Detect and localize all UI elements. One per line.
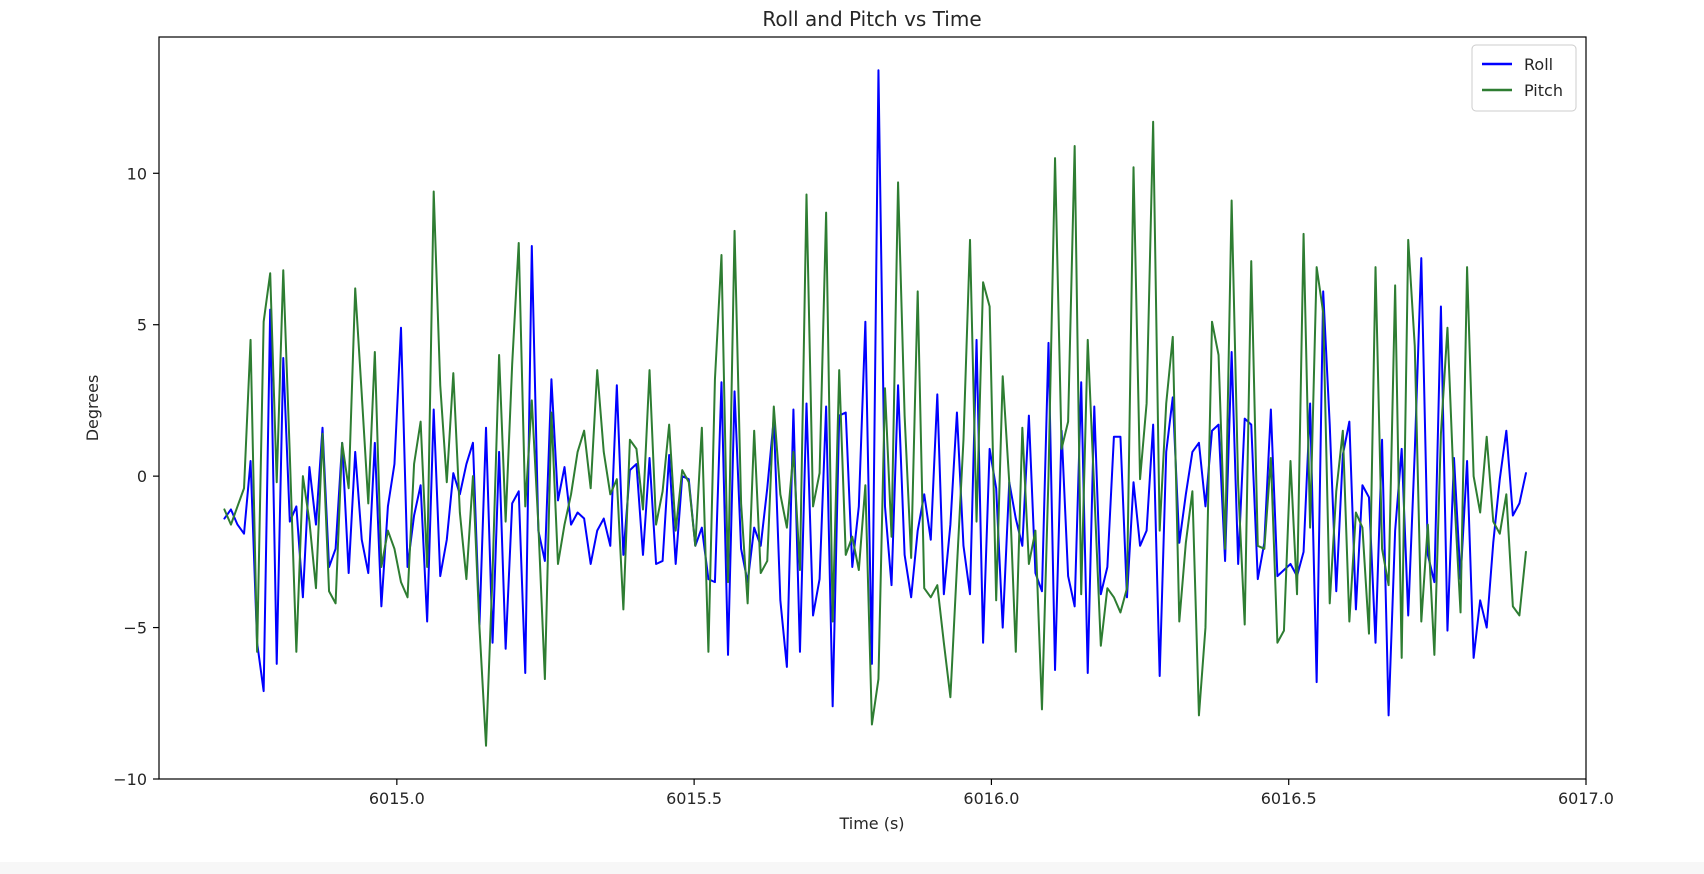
series-layer — [223, 69, 1527, 747]
plot-area-frame — [158, 36, 1587, 780]
y-tick-label: −5 — [123, 619, 147, 638]
y-tick-label: 5 — [137, 316, 147, 335]
chart-title: Roll and Pitch vs Time — [762, 7, 981, 31]
x-axis-label: Time (s) — [838, 814, 904, 833]
x-tick-label: 6016.5 — [1261, 789, 1317, 808]
y-tick-label: −10 — [113, 770, 147, 789]
x-tick-label: 6015.0 — [369, 789, 425, 808]
y-tick-label: 0 — [137, 467, 147, 486]
y-tick-label: 10 — [127, 164, 147, 183]
x-axis-ticks: 6015.0 6015.5 6016.0 6016.5 6017.0 — [369, 779, 1614, 808]
legend-label-pitch: Pitch — [1524, 81, 1563, 100]
y-axis-label: Degrees — [83, 375, 102, 442]
x-tick-label: 6015.5 — [666, 789, 722, 808]
legend: Roll Pitch — [1471, 44, 1577, 112]
x-tick-label: 6017.0 — [1558, 789, 1614, 808]
series-line-pitch — [223, 120, 1527, 747]
legend-box — [1471, 44, 1577, 112]
series-line-roll — [223, 69, 1527, 717]
y-axis-ticks: −10 −5 0 5 10 — [113, 164, 159, 789]
legend-label-roll: Roll — [1524, 55, 1553, 74]
x-tick-label: 6016.0 — [963, 789, 1019, 808]
